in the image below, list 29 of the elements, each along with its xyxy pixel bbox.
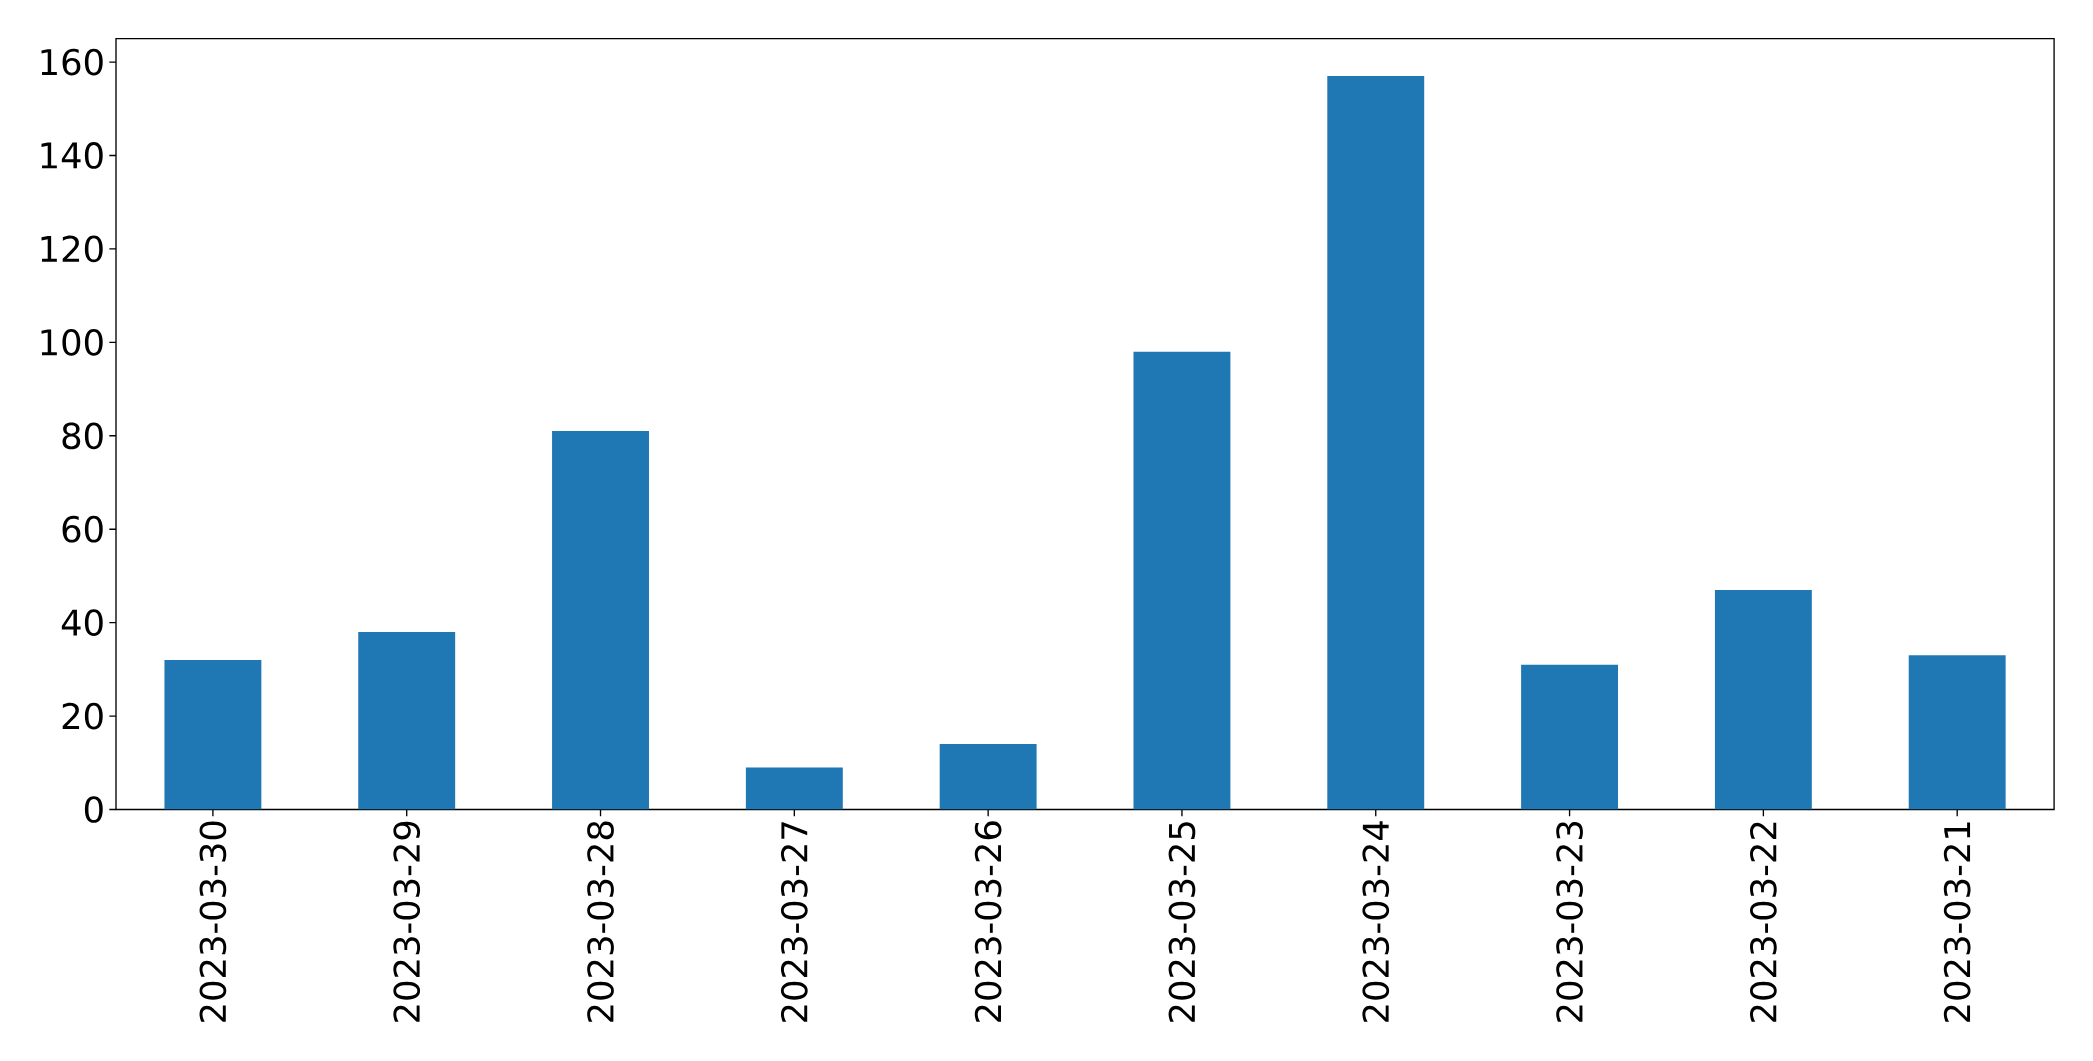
bar [1521,664,1619,810]
bar [358,631,456,810]
x-tick-label: 2023-03-25 [1168,822,1196,1022]
x-tick-label: 2023-03-24 [1362,821,1390,1022]
bar [164,660,262,810]
y-tick-label: 160 [41,48,103,76]
y-tick-label: 0 [84,796,103,823]
x-tick-label: 2023-03-26 [974,821,1002,1022]
x-tick-label: 2023-03-30 [199,821,227,1022]
bar [1714,589,1812,810]
x-tick-label: 2023-03-28 [587,821,614,1022]
x-tick-label: 2023-03-22 [1750,822,1777,1022]
bar [1327,76,1425,810]
y-tick-label: 120 [41,235,103,263]
x-tick-label: 2023-03-27 [780,822,808,1022]
x-tick-label: 2023-03-29 [393,821,421,1022]
y-tick-label: 140 [41,142,103,169]
y-tick-label: 40 [61,609,103,636]
bar [745,767,843,810]
x-tick-label: 2023-03-23 [1556,821,1583,1022]
bar [552,431,649,810]
x-tick-label: 2023-03-21 [1943,822,1971,1022]
y-tick-label: 60 [62,515,103,543]
bar [1908,655,2006,810]
y-tick-label: 100 [41,328,103,356]
bar [1133,351,1231,810]
y-tick-label: 80 [62,422,103,450]
y-tick-label: 20 [62,702,103,730]
bar [939,744,1037,810]
